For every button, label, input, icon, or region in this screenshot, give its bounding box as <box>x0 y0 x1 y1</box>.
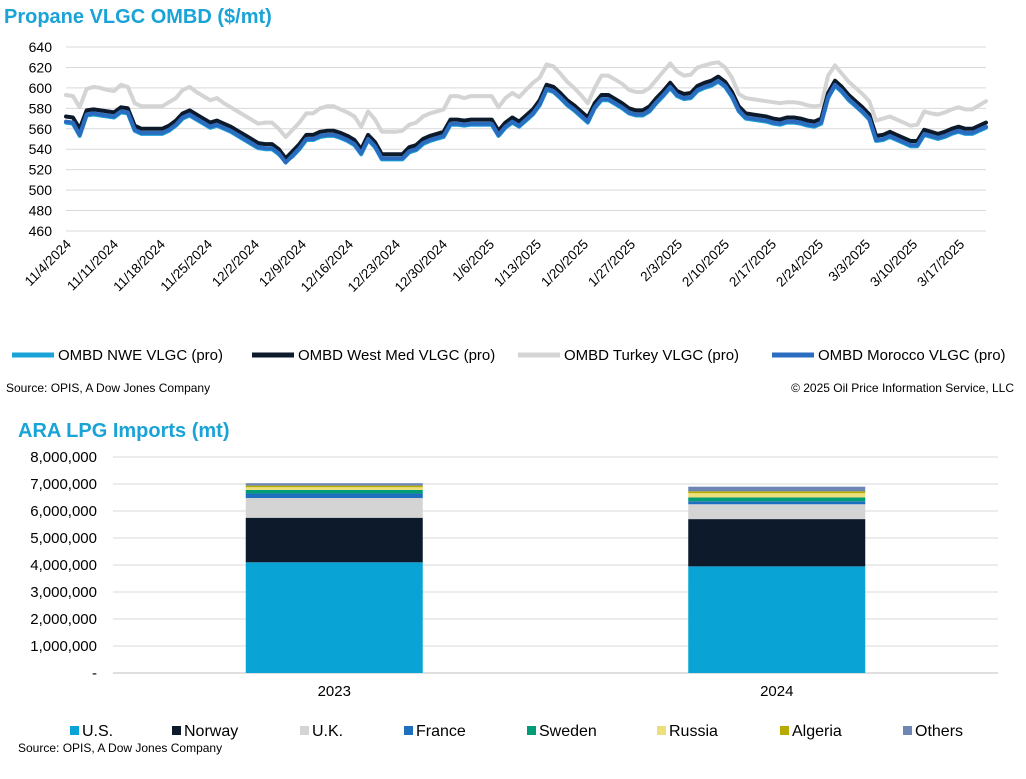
x-tick-label: 12/2/2024 <box>209 236 262 289</box>
legend-label: France <box>416 723 466 740</box>
y-tick-label: 600 <box>29 80 53 96</box>
propane-line-chart: 46048050052054056058060062064011/4/20241… <box>12 39 1006 364</box>
x-tick-label: 3/3/2025 <box>825 237 873 285</box>
y-tick-label: 480 <box>29 203 53 219</box>
legend-label: OMBD NWE VLGC (pro) <box>58 347 223 364</box>
bar-segment <box>688 501 866 505</box>
x-tick-label: 2/17/2025 <box>726 237 779 290</box>
bar-segment <box>245 485 423 488</box>
y-tick-label: 2,000,000 <box>30 611 97 628</box>
x-tick-label: 3/10/2025 <box>867 237 920 290</box>
bar-segment <box>245 489 423 494</box>
y-tick-label: 520 <box>29 162 53 178</box>
y-tick-label: 6,000,000 <box>30 503 97 520</box>
bar-segment <box>688 491 866 494</box>
series-line <box>64 74 988 161</box>
y-tick-label: 460 <box>29 223 53 239</box>
x-tick-label: 2023 <box>318 683 351 700</box>
legend-label: Sweden <box>539 723 597 740</box>
y-tick-label: - <box>92 665 97 682</box>
source-note-top: Source: OPIS, A Dow Jones Company <box>6 381 211 395</box>
x-tick-label: 11/25/2024 <box>157 236 215 294</box>
bar-segment <box>688 493 866 498</box>
legend-label: Norway <box>184 723 238 740</box>
legend-label: U.K. <box>312 723 343 740</box>
x-tick-label: 2024 <box>760 683 793 700</box>
y-tick-label: 8,000,000 <box>30 449 97 466</box>
legend-swatch <box>300 726 309 735</box>
line-chart-title: Propane VLGC OMBD ($/mt) <box>4 6 272 28</box>
legend-swatch <box>903 726 912 735</box>
y-tick-label: 560 <box>29 121 53 137</box>
bar-segment <box>688 497 866 502</box>
x-tick-label: 2/3/2025 <box>637 237 685 285</box>
bar-chart-title: ARA LPG Imports (mt) <box>18 420 230 442</box>
bar-segment <box>688 566 866 673</box>
y-tick-label: 580 <box>29 100 53 116</box>
bar-segment <box>245 562 423 673</box>
x-tick-label: 1/27/2025 <box>585 237 638 290</box>
legend-swatch <box>172 726 181 735</box>
y-tick-label: 4,000,000 <box>30 557 97 574</box>
bar-segment <box>688 519 866 567</box>
y-tick-label: 3,000,000 <box>30 584 97 601</box>
series-line <box>64 78 988 165</box>
bar-segment <box>688 504 866 520</box>
legend-swatch <box>404 726 413 735</box>
y-tick-label: 5,000,000 <box>30 530 97 547</box>
y-tick-label: 540 <box>29 141 53 157</box>
legend-swatch <box>527 726 536 735</box>
legend-label: Others <box>915 723 963 740</box>
legend-label: U.S. <box>82 723 113 740</box>
x-tick-label: 3/17/2025 <box>914 237 967 290</box>
x-tick-label: 1/20/2025 <box>538 237 591 290</box>
bar-segment <box>245 483 423 486</box>
bar-segment <box>245 517 423 563</box>
bar-segment <box>688 486 866 492</box>
legend-label: OMBD Morocco VLGC (pro) <box>818 347 1006 364</box>
series-line <box>64 60 988 139</box>
y-tick-label: 1,000,000 <box>30 638 97 655</box>
source-note-bottom: Source: OPIS, A Dow Jones Company <box>18 741 223 755</box>
x-tick-label: 1/6/2025 <box>449 237 497 285</box>
bar-segment <box>245 498 423 518</box>
x-tick-label: 2/10/2025 <box>679 237 732 290</box>
legend-label: OMBD Turkey VLGC (pro) <box>564 347 739 364</box>
legend-swatch <box>657 726 666 735</box>
legend-swatch <box>780 726 789 735</box>
x-tick-label: 1/13/2025 <box>491 237 544 290</box>
y-tick-label: 640 <box>29 39 53 55</box>
y-tick-label: 500 <box>29 182 53 198</box>
legend-label: OMBD West Med VLGC (pro) <box>298 347 495 364</box>
legend-swatch <box>70 726 79 735</box>
bar-segment <box>245 493 423 499</box>
legend-label: Russia <box>669 723 718 740</box>
x-tick-label: 2/24/2025 <box>773 237 826 290</box>
y-tick-label: 7,000,000 <box>30 476 97 493</box>
copyright-note: © 2025 Oil Price Information Service, LL… <box>791 381 1014 395</box>
bar-segment <box>245 487 423 490</box>
legend-label: Algeria <box>792 723 842 740</box>
y-tick-label: 620 <box>29 59 53 75</box>
